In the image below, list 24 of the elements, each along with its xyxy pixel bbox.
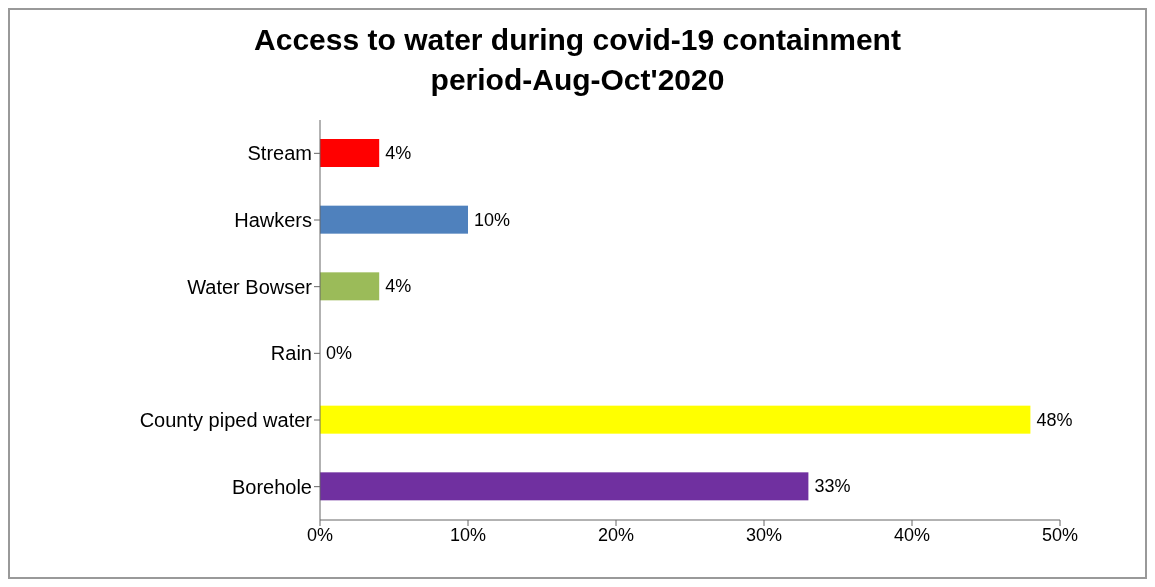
x-tick-label: 10% — [449, 524, 487, 545]
y-tick-label: Rain — [270, 342, 312, 365]
data-label: 4% — [385, 276, 412, 297]
y-tick-label: County piped water — [139, 409, 313, 432]
bar — [320, 139, 380, 167]
data-label: 48% — [1036, 409, 1073, 430]
bar — [320, 405, 1031, 434]
x-tick-label: 30% — [745, 524, 783, 545]
y-tick-label: Hawkers — [234, 209, 312, 232]
x-tick-label: 50% — [1041, 524, 1079, 545]
x-tick-label: 0% — [306, 524, 334, 545]
x-tick-label: 40% — [893, 524, 931, 545]
data-label: 10% — [474, 209, 511, 230]
data-label: 4% — [385, 143, 412, 163]
data-label: 33% — [814, 476, 851, 497]
chart-title: Access to water during covid-19 containment period-Aug-Oct'2020 — [253, 22, 902, 98]
bar — [320, 472, 809, 501]
x-tick-label: 20% — [597, 524, 635, 545]
bar — [320, 272, 380, 301]
data-label: 0% — [326, 343, 353, 363]
bar — [320, 205, 468, 234]
y-tick-label: Stream — [247, 142, 312, 165]
y-tick-label: Borehole — [231, 475, 312, 498]
y-tick-label: Water Bowser — [187, 275, 313, 298]
